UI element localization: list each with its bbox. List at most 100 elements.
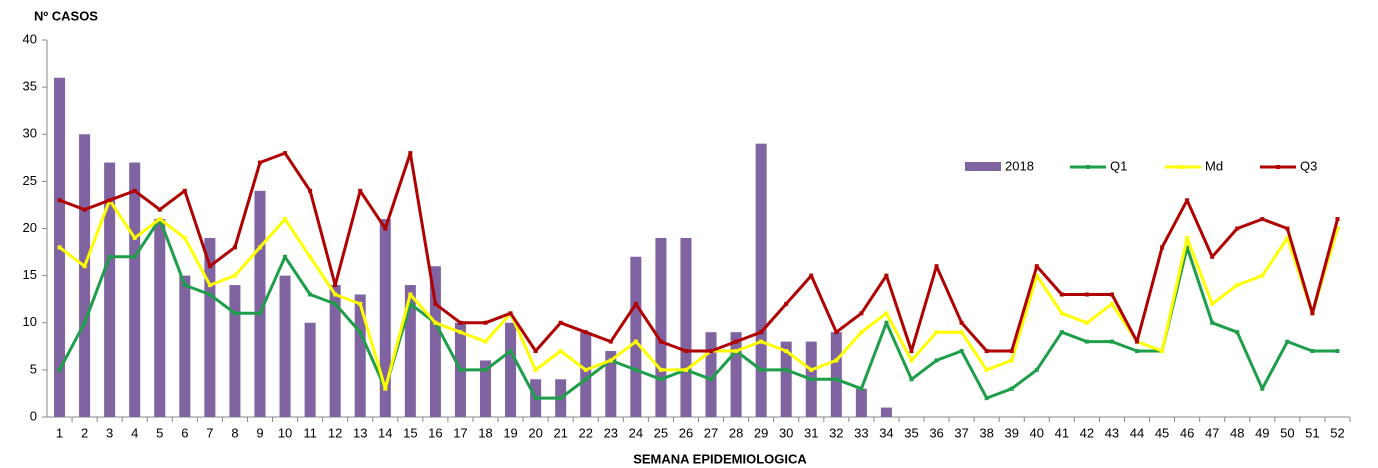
line-marker [1034, 264, 1039, 269]
line-marker [1210, 254, 1215, 259]
line-marker [608, 358, 613, 363]
x-tick-label: 43 [1105, 425, 1119, 440]
line-marker [909, 377, 914, 382]
line-marker [533, 349, 538, 354]
line-marker [1135, 349, 1140, 354]
line-marker [283, 254, 288, 259]
legend-marker [1086, 165, 1090, 169]
line-marker [759, 367, 764, 372]
x-tick-label: 47 [1205, 425, 1219, 440]
x-tick-label: 35 [904, 425, 918, 440]
x-tick-label: 41 [1055, 425, 1069, 440]
line-marker [1160, 349, 1165, 354]
line-marker [533, 396, 538, 401]
line-marker [1260, 217, 1265, 222]
x-tick-label: 22 [579, 425, 593, 440]
line-marker [984, 396, 989, 401]
x-tick-label: 9 [256, 425, 263, 440]
bar [755, 143, 767, 418]
line-marker [558, 396, 563, 401]
x-tick-label: 51 [1305, 425, 1319, 440]
x-tick-label: 15 [403, 425, 417, 440]
bar [104, 162, 116, 417]
line-marker [57, 367, 62, 372]
x-tick-label: 11 [303, 425, 317, 440]
x-tick-label: 30 [779, 425, 793, 440]
line-marker [934, 330, 939, 335]
line-marker [57, 198, 62, 203]
line-marker [1084, 339, 1089, 344]
x-tick-label: 14 [378, 425, 392, 440]
line-marker [1260, 273, 1265, 278]
line-marker [157, 207, 162, 212]
x-tick-label: 26 [679, 425, 693, 440]
y-tick-label: 10 [23, 314, 37, 329]
x-tick-label: 50 [1280, 425, 1294, 440]
x-tick-label: 44 [1130, 425, 1144, 440]
bar [855, 388, 867, 417]
y-tick-label: 5 [30, 361, 37, 376]
line-marker [358, 188, 363, 193]
legend-swatch [965, 162, 1001, 171]
bar [580, 332, 592, 417]
line-marker [207, 264, 212, 269]
y-tick-label: 15 [23, 267, 37, 282]
line-marker [859, 330, 864, 335]
line-marker [558, 349, 563, 354]
line-marker [207, 283, 212, 288]
x-tick-label: 42 [1080, 425, 1094, 440]
y-tick-label: 35 [23, 79, 37, 94]
line-marker [107, 254, 112, 259]
line-marker [909, 358, 914, 363]
x-tick-label: 5 [156, 425, 163, 440]
line-marker [182, 235, 187, 240]
line-marker [1210, 301, 1215, 306]
line-marker [608, 339, 613, 344]
bar [379, 219, 391, 417]
line-marker [959, 330, 964, 335]
bar [780, 341, 792, 417]
x-tick-label: 19 [503, 425, 517, 440]
bar [79, 134, 91, 417]
line-marker [1059, 292, 1064, 297]
line-marker [383, 386, 388, 391]
line-marker [1084, 292, 1089, 297]
line-marker [483, 339, 488, 344]
line-marker [408, 151, 413, 156]
legend-label: Q3 [1300, 158, 1317, 173]
x-tick-label: 24 [629, 425, 643, 440]
line-marker [132, 235, 137, 240]
line-marker [583, 377, 588, 382]
line-marker [934, 358, 939, 363]
line-marker [207, 292, 212, 297]
line-marker [82, 320, 87, 325]
line-marker [709, 377, 714, 382]
line-marker [483, 367, 488, 372]
bar [404, 285, 416, 417]
x-tick-label: 25 [654, 425, 668, 440]
x-tick-label: 46 [1180, 425, 1194, 440]
line-marker [809, 273, 814, 278]
line-marker [82, 264, 87, 269]
line-marker [333, 301, 338, 306]
line-marker [984, 349, 989, 354]
line-marker [1009, 386, 1014, 391]
line-marker [82, 207, 87, 212]
x-tick-label: 28 [729, 425, 743, 440]
x-tick-label: 18 [478, 425, 492, 440]
x-tick-label: 21 [553, 425, 567, 440]
line-marker [658, 367, 663, 372]
y-tick-label: 30 [23, 126, 37, 141]
x-tick-label: 49 [1255, 425, 1269, 440]
line-marker [483, 320, 488, 325]
line [58, 151, 1339, 353]
bar [429, 266, 441, 417]
line-marker [1310, 311, 1315, 316]
x-tick-label: 2 [81, 425, 88, 440]
line-marker [909, 349, 914, 354]
x-tick-label: 7 [206, 425, 213, 440]
line-marker [1109, 301, 1114, 306]
line-marker [283, 217, 288, 222]
bar [479, 360, 492, 417]
